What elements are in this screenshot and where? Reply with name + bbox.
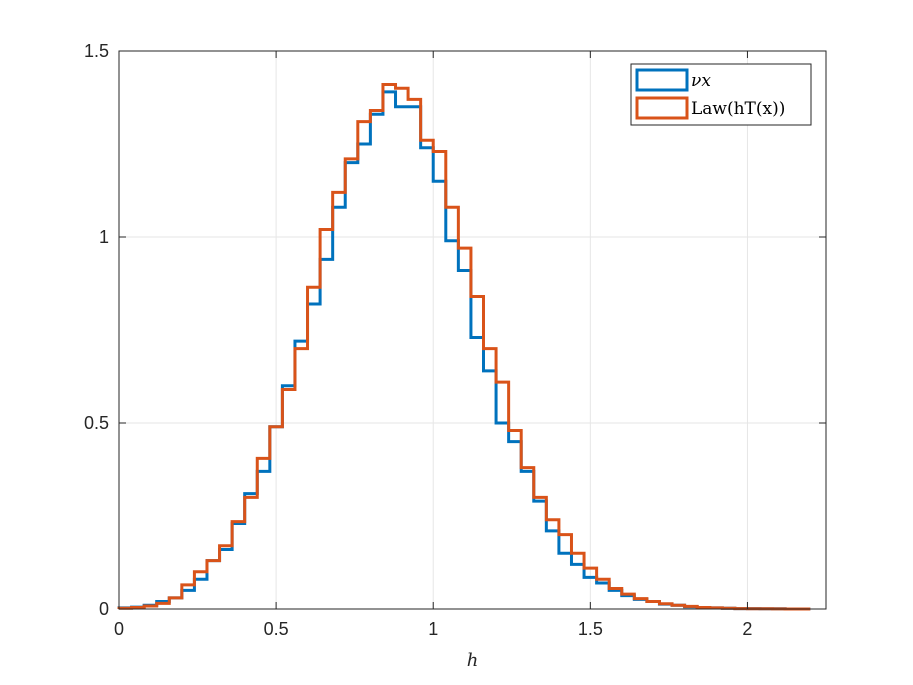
y-tick-label: 0 <box>99 599 109 619</box>
y-tick-label: 0.5 <box>84 413 109 433</box>
x-tick-label: 0.5 <box>264 619 289 639</box>
x-tick-label: 2 <box>742 619 752 639</box>
plot-area <box>119 51 826 609</box>
legend: νx Law(hT(x)) <box>631 64 811 125</box>
x-tick-label: 1 <box>428 619 438 639</box>
x-tick-label: 1.5 <box>578 619 603 639</box>
legend-label-nu-x: νx <box>691 71 711 91</box>
y-tick-label: 1 <box>99 227 109 247</box>
legend-label-law: Law(hT(x)) <box>691 99 785 119</box>
x-tick-label: 0 <box>114 619 124 639</box>
x-axis-label: h <box>467 650 479 671</box>
y-tick-label: 1.5 <box>84 41 109 61</box>
legend-nu-symbol: νx <box>691 71 711 91</box>
